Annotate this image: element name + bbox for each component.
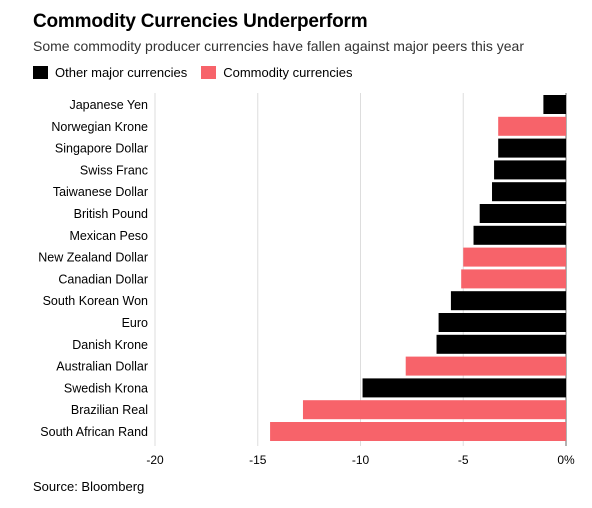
- legend-swatch-other: [33, 66, 48, 79]
- bar: [302, 400, 566, 420]
- bar: [438, 313, 566, 332]
- legend-swatch-commodity: [201, 66, 217, 79]
- category-label: Swiss Franc: [80, 163, 148, 177]
- category-label: Norwegian Krone: [51, 120, 148, 134]
- bar: [436, 334, 566, 354]
- bar: [461, 269, 566, 289]
- bar: [498, 138, 566, 158]
- x-tick-label: -5: [458, 453, 469, 467]
- x-tick-label: -20: [146, 453, 164, 467]
- category-label: South Korean Won: [43, 294, 148, 308]
- bar: [543, 95, 566, 114]
- legend-label-other: Other major currencies: [55, 65, 188, 80]
- bar: [473, 225, 566, 245]
- category-label: Brazilian Real: [71, 403, 148, 417]
- category-label: Taiwanese Dollar: [53, 185, 148, 199]
- category-label: South African Rand: [40, 425, 148, 439]
- bar: [450, 291, 566, 311]
- bar: [405, 356, 566, 376]
- category-label: Danish Krone: [72, 338, 148, 352]
- category-label: Swedish Krona: [64, 381, 148, 395]
- category-label: Mexican Peso: [69, 229, 148, 243]
- bar: [498, 116, 566, 136]
- bar: [463, 247, 566, 267]
- legend: Other major currencies Commodity currenc…: [33, 65, 367, 80]
- category-label: British Pound: [74, 207, 148, 221]
- legend-item-other: Other major currencies: [33, 65, 187, 80]
- x-tick-label: 0%: [557, 453, 575, 467]
- source-note: Source: Bloomberg: [33, 479, 145, 494]
- legend-label-commodity: Commodity currencies: [223, 65, 353, 80]
- category-label: Australian Dollar: [56, 360, 148, 374]
- category-label: Canadian Dollar: [58, 272, 148, 286]
- category-label: New Zealand Dollar: [38, 251, 148, 265]
- x-tick-label: -15: [249, 453, 267, 467]
- category-label: Japanese Yen: [69, 98, 148, 112]
- bar: [270, 422, 566, 441]
- bar: [362, 378, 566, 398]
- chart-subtitle: Some commodity producer currencies have …: [33, 38, 525, 54]
- category-label: Euro: [122, 316, 148, 330]
- category-label: Singapore Dollar: [55, 142, 148, 156]
- x-tick-label: -10: [352, 453, 370, 467]
- legend-item-commodity: Commodity currencies: [201, 65, 353, 80]
- chart-title: Commodity Currencies Underperform: [33, 11, 368, 32]
- bar: [479, 204, 566, 223]
- bar: [494, 160, 566, 180]
- bar: [492, 182, 566, 202]
